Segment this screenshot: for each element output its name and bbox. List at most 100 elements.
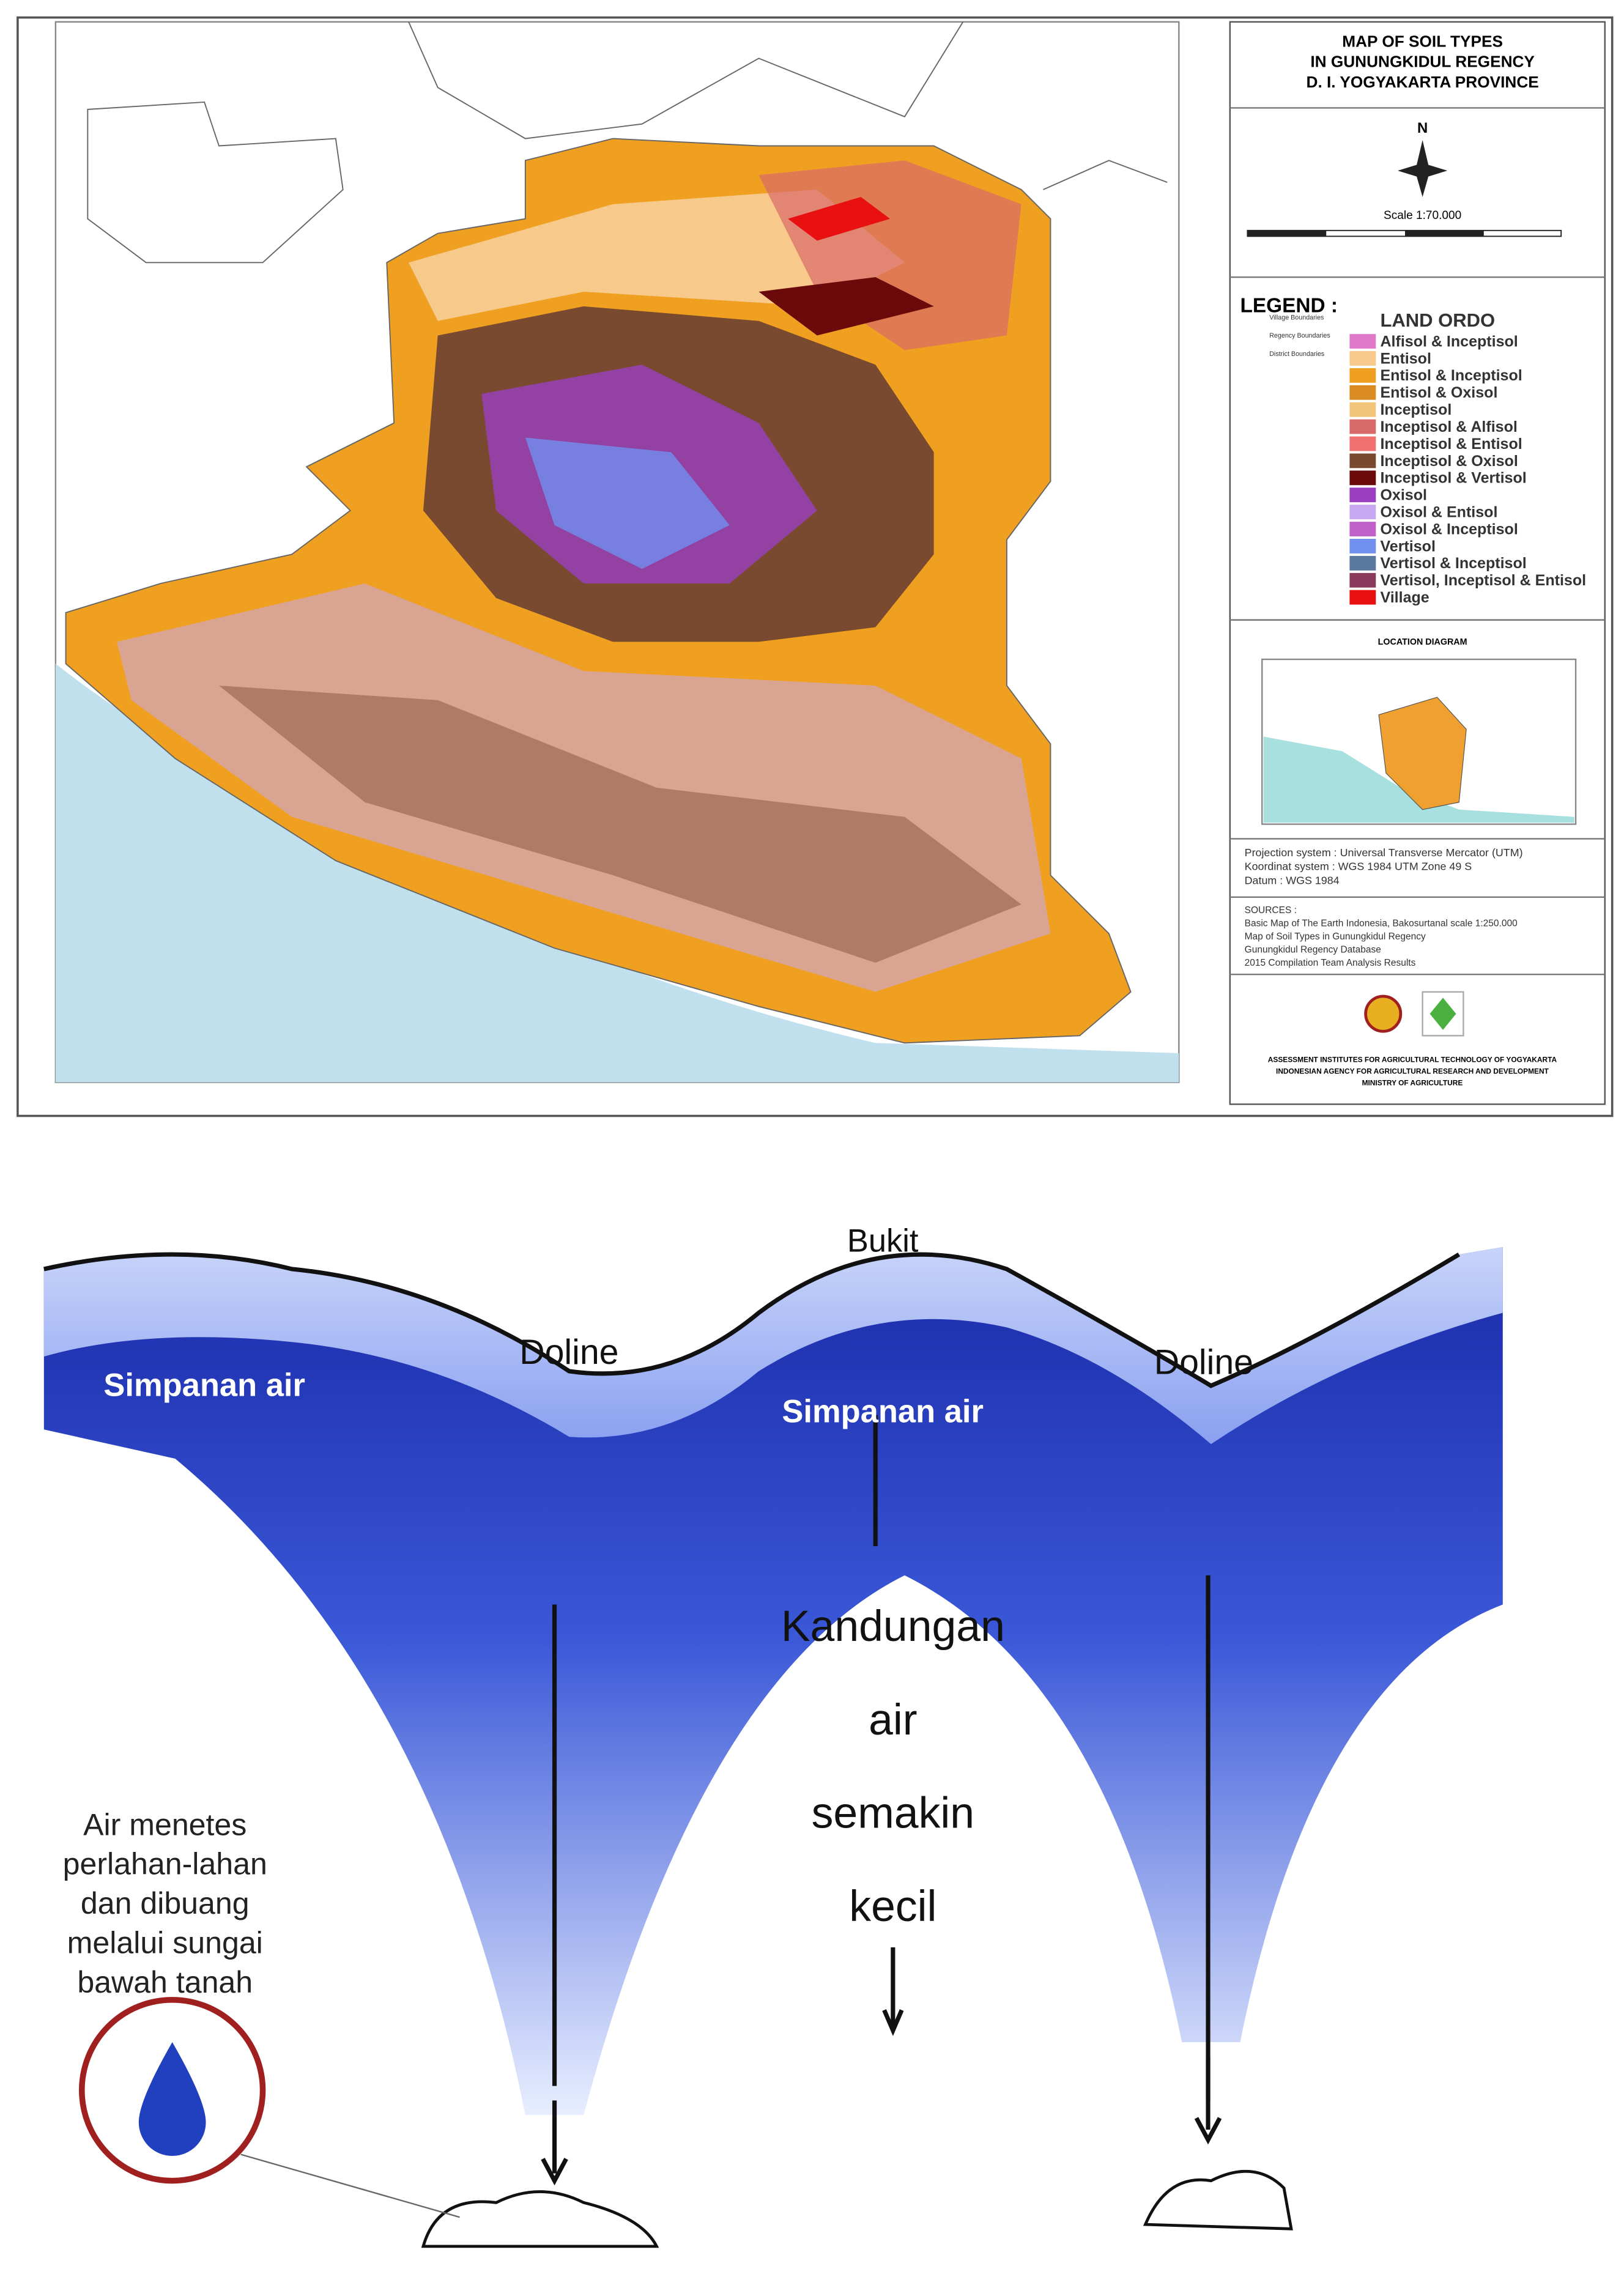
boundary-label: District Boundaries [1269, 350, 1324, 358]
legend-swatch [1349, 436, 1376, 451]
legend-swatch [1349, 402, 1376, 417]
legend-swatch [1349, 351, 1376, 366]
sources: SOURCES : Basic Map of The Earth Indonesi… [1245, 905, 1518, 968]
soil-zone [218, 685, 1021, 963]
boundary-legend: Village Boundaries Regency Boundaries Dist… [1269, 314, 1330, 358]
sea [55, 664, 1179, 1083]
caption-line: bawah tanah [77, 1965, 253, 1999]
north-label: N [1417, 120, 1428, 136]
legend-title: LAND ORDO [1380, 309, 1495, 331]
caption-line: melalui sungai [67, 1926, 263, 1960]
institution-line: MINISTRY OF AGRICULTURE [1362, 1078, 1463, 1087]
legend-swatch [1349, 419, 1376, 434]
groundwater [43, 1247, 1503, 2116]
legend-label: Village [1380, 589, 1429, 606]
source-line: 2015 Compilation Team Analysis Results [1245, 958, 1416, 968]
caption: Air menetes perlahan-lahan dan dibuang mela… [63, 1807, 267, 1999]
logo [1429, 998, 1456, 1030]
scale-bar [1247, 230, 1327, 237]
water-content-word: air [869, 1695, 918, 1744]
soil-zone [117, 583, 1051, 992]
soil-zone [525, 437, 730, 569]
legend-swatch [1349, 505, 1376, 520]
label: Doline [519, 1333, 618, 1372]
cave [421, 2190, 659, 2248]
caption-line: perlahan-lahan [63, 1847, 267, 1881]
legend-label: Alfisol & Inceptisol [1380, 333, 1518, 350]
legend-swatch [1349, 590, 1376, 605]
soil-zone [788, 196, 891, 241]
boundary [87, 101, 344, 264]
legend-label: Inceptisol & Oxisol [1380, 453, 1518, 470]
legend-label: Oxisol [1380, 487, 1427, 504]
institution-line: INDONESIAN AGENCY FOR AGRICULTURAL RESEA… [1276, 1067, 1549, 1075]
legend-label: Inceptisol & Entisol [1380, 435, 1522, 453]
institution-line: ASSESSMENT INSTITUTES FOR AGRICULTURAL T… [1268, 1055, 1557, 1064]
cave [1143, 2169, 1293, 2231]
legend-swatch [1349, 470, 1376, 486]
map-title: MAP OF SOIL TYPES IN GUNUNGKIDUL REGENCY D… [1307, 32, 1539, 91]
legend-heading: LEGEND : [1240, 294, 1338, 317]
legend-swatch [1349, 453, 1376, 468]
label: Bukit [847, 1223, 919, 1259]
soil-zone [409, 190, 905, 321]
legend-swatch [1349, 522, 1376, 536]
legend-swatch [1349, 385, 1376, 400]
projection-line: Koordinat system : WGS 1984 UTM Zone 49 … [1245, 861, 1472, 873]
projection-line: Datum : WGS 1984 [1245, 874, 1340, 886]
caption-line: Air menetes [83, 1807, 247, 1842]
channel [552, 1415, 1211, 2101]
legend-swatch [1349, 487, 1376, 503]
legend-label: Oxisol & Entisol [1380, 503, 1497, 520]
legend-swatch [1349, 572, 1376, 588]
water-content-word: Kandungan [781, 1602, 1005, 1651]
legend-swatch [1349, 334, 1376, 349]
location-regency [1378, 697, 1467, 810]
boundary-label: Regency Boundaries [1269, 332, 1330, 339]
side-panel [1229, 21, 1606, 1105]
legend-label: Vertisol [1380, 538, 1435, 555]
water-content-word: kecil [849, 1882, 936, 1931]
scale-bar [1405, 230, 1484, 237]
scale-label: Scale 1:70.000 [1384, 209, 1461, 222]
title-line: IN GUNUNGKIDUL REGENCY [1310, 53, 1535, 71]
institution: ASSESSMENT INSTITUTES FOR AGRICULTURAL T… [1268, 1055, 1557, 1087]
legend-label: Entisol & Oxisol [1380, 384, 1497, 401]
label: Simpanan air [103, 1368, 305, 1403]
legend-label: Inceptisol & Vertisol [1380, 470, 1526, 487]
boundary [1043, 160, 1168, 190]
legend-label: Vertisol, Inceptisol & Entisol [1380, 572, 1586, 589]
legend-label: Inceptisol & Alfisol [1380, 418, 1517, 435]
arrow [541, 1947, 1222, 2186]
drop [138, 2042, 206, 2157]
title-line: MAP OF SOIL TYPES [1342, 32, 1503, 50]
projection: Projection system : Universal Transverse… [1245, 846, 1523, 886]
boundary [408, 21, 964, 139]
projection-line: Projection system : Universal Transverse… [1245, 846, 1523, 859]
logo [1364, 994, 1403, 1033]
surface-zone [43, 1247, 1503, 1445]
legend-swatch [1349, 539, 1376, 554]
legend-label: Oxisol & Inceptisol [1380, 520, 1518, 538]
source-line: Basic Map of The Earth Indonesia, Bakosu… [1245, 918, 1518, 928]
water-content: Kandungan air semakin kecil [781, 1602, 1005, 1931]
legend-label: Entisol & Inceptisol [1380, 367, 1522, 384]
location-title: LOCATION DIAGRAM [1378, 637, 1467, 647]
location-sea [1263, 736, 1574, 823]
caption-line: dan dibuang [81, 1886, 250, 1920]
source-line: Map of Soil Types in Gunungkidul Regency [1245, 931, 1426, 942]
legend-swatch [1349, 368, 1376, 383]
legend-label: Inceptisol [1380, 401, 1452, 418]
water-content-word: semakin [812, 1788, 974, 1837]
compass [1398, 139, 1448, 197]
label: Doline [1154, 1343, 1253, 1382]
boundary-label: Village Boundaries [1269, 314, 1324, 321]
legend-swatch [1349, 555, 1376, 571]
title-line: D. I. YOGYAKARTA PROVINCE [1307, 73, 1539, 91]
pointer [240, 2153, 460, 2218]
label: Simpanan air [782, 1394, 984, 1429]
legend-label: Entisol [1380, 350, 1431, 367]
